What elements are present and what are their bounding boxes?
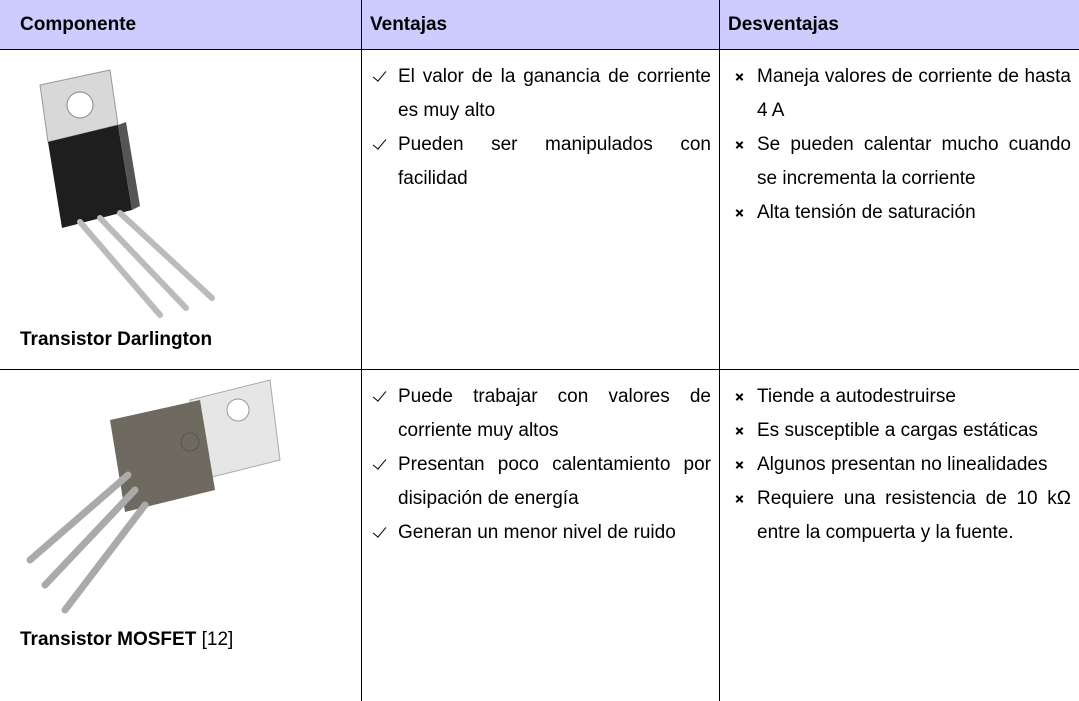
table-row: Transistor MOSFET [12] Puede trabajar co… (0, 370, 1079, 701)
disadvantage-item: Es susceptible a cargas estáticas (757, 414, 1071, 448)
darlington-image (39, 69, 215, 318)
reference: [12] (201, 629, 234, 650)
header-row: Componente Ventajas Desventajas (0, 0, 1079, 50)
disadvantage-item: Alta tensión de saturación (757, 196, 1071, 230)
component-cell: Transistor Darlington (0, 50, 362, 369)
disadvantage-item: Requiere una resistencia de 10 kΩ entre … (757, 482, 1071, 550)
advantages-list: El valor de la ganancia de corriente es … (362, 50, 719, 196)
component-title: Transistor MOSFET (20, 629, 197, 650)
advantage-item: Generan un menor nivel de ruido (398, 516, 711, 550)
disadvantages-list: Tiende a autodestruirse Es susceptible a … (720, 370, 1079, 550)
table-row: Transistor Darlington El valor de la gan… (0, 50, 1079, 370)
advantages-cell: Puede trabajar con valores de corriente … (362, 370, 720, 701)
component-title: Transistor Darlington (20, 329, 213, 350)
component-name: Transistor MOSFET [12] (20, 629, 233, 651)
advantage-item: Puede trabajar con valores de corriente … (398, 380, 711, 448)
disadvantage-item: Se pueden calentar mucho cuando se incre… (757, 128, 1071, 196)
mosfet-image (26, 379, 281, 614)
disadvantages-list: Maneja valores de corriente de hasta 4 A… (720, 50, 1079, 230)
header-cell: Desventajas (728, 14, 839, 35)
advantage-item: Presentan poco calentamiento por disipac… (398, 448, 711, 516)
advantage-item: Pueden ser manipulados con facilidad (398, 128, 711, 196)
component-name: Transistor Darlington (20, 329, 212, 351)
advantages-cell: El valor de la ganancia de corriente es … (362, 50, 720, 369)
advantages-list: Puede trabajar con valores de corriente … (362, 370, 719, 550)
disadvantage-item: Tiende a autodestruirse (757, 380, 1071, 414)
disadvantage-item: Algunos presentan no linealidades (757, 448, 1071, 482)
disadvantage-item: Maneja valores de corriente de hasta 4 A (757, 60, 1071, 128)
header-cell: Componente (0, 0, 362, 49)
advantage-item: El valor de la ganancia de corriente es … (398, 60, 711, 128)
disadvantages-cell: Maneja valores de corriente de hasta 4 A… (720, 50, 1079, 369)
disadvantages-cell: Tiende a autodestruirse Es susceptible a … (720, 370, 1079, 701)
component-cell: Transistor MOSFET [12] (0, 370, 362, 701)
header-cell: Ventajas (362, 0, 720, 49)
